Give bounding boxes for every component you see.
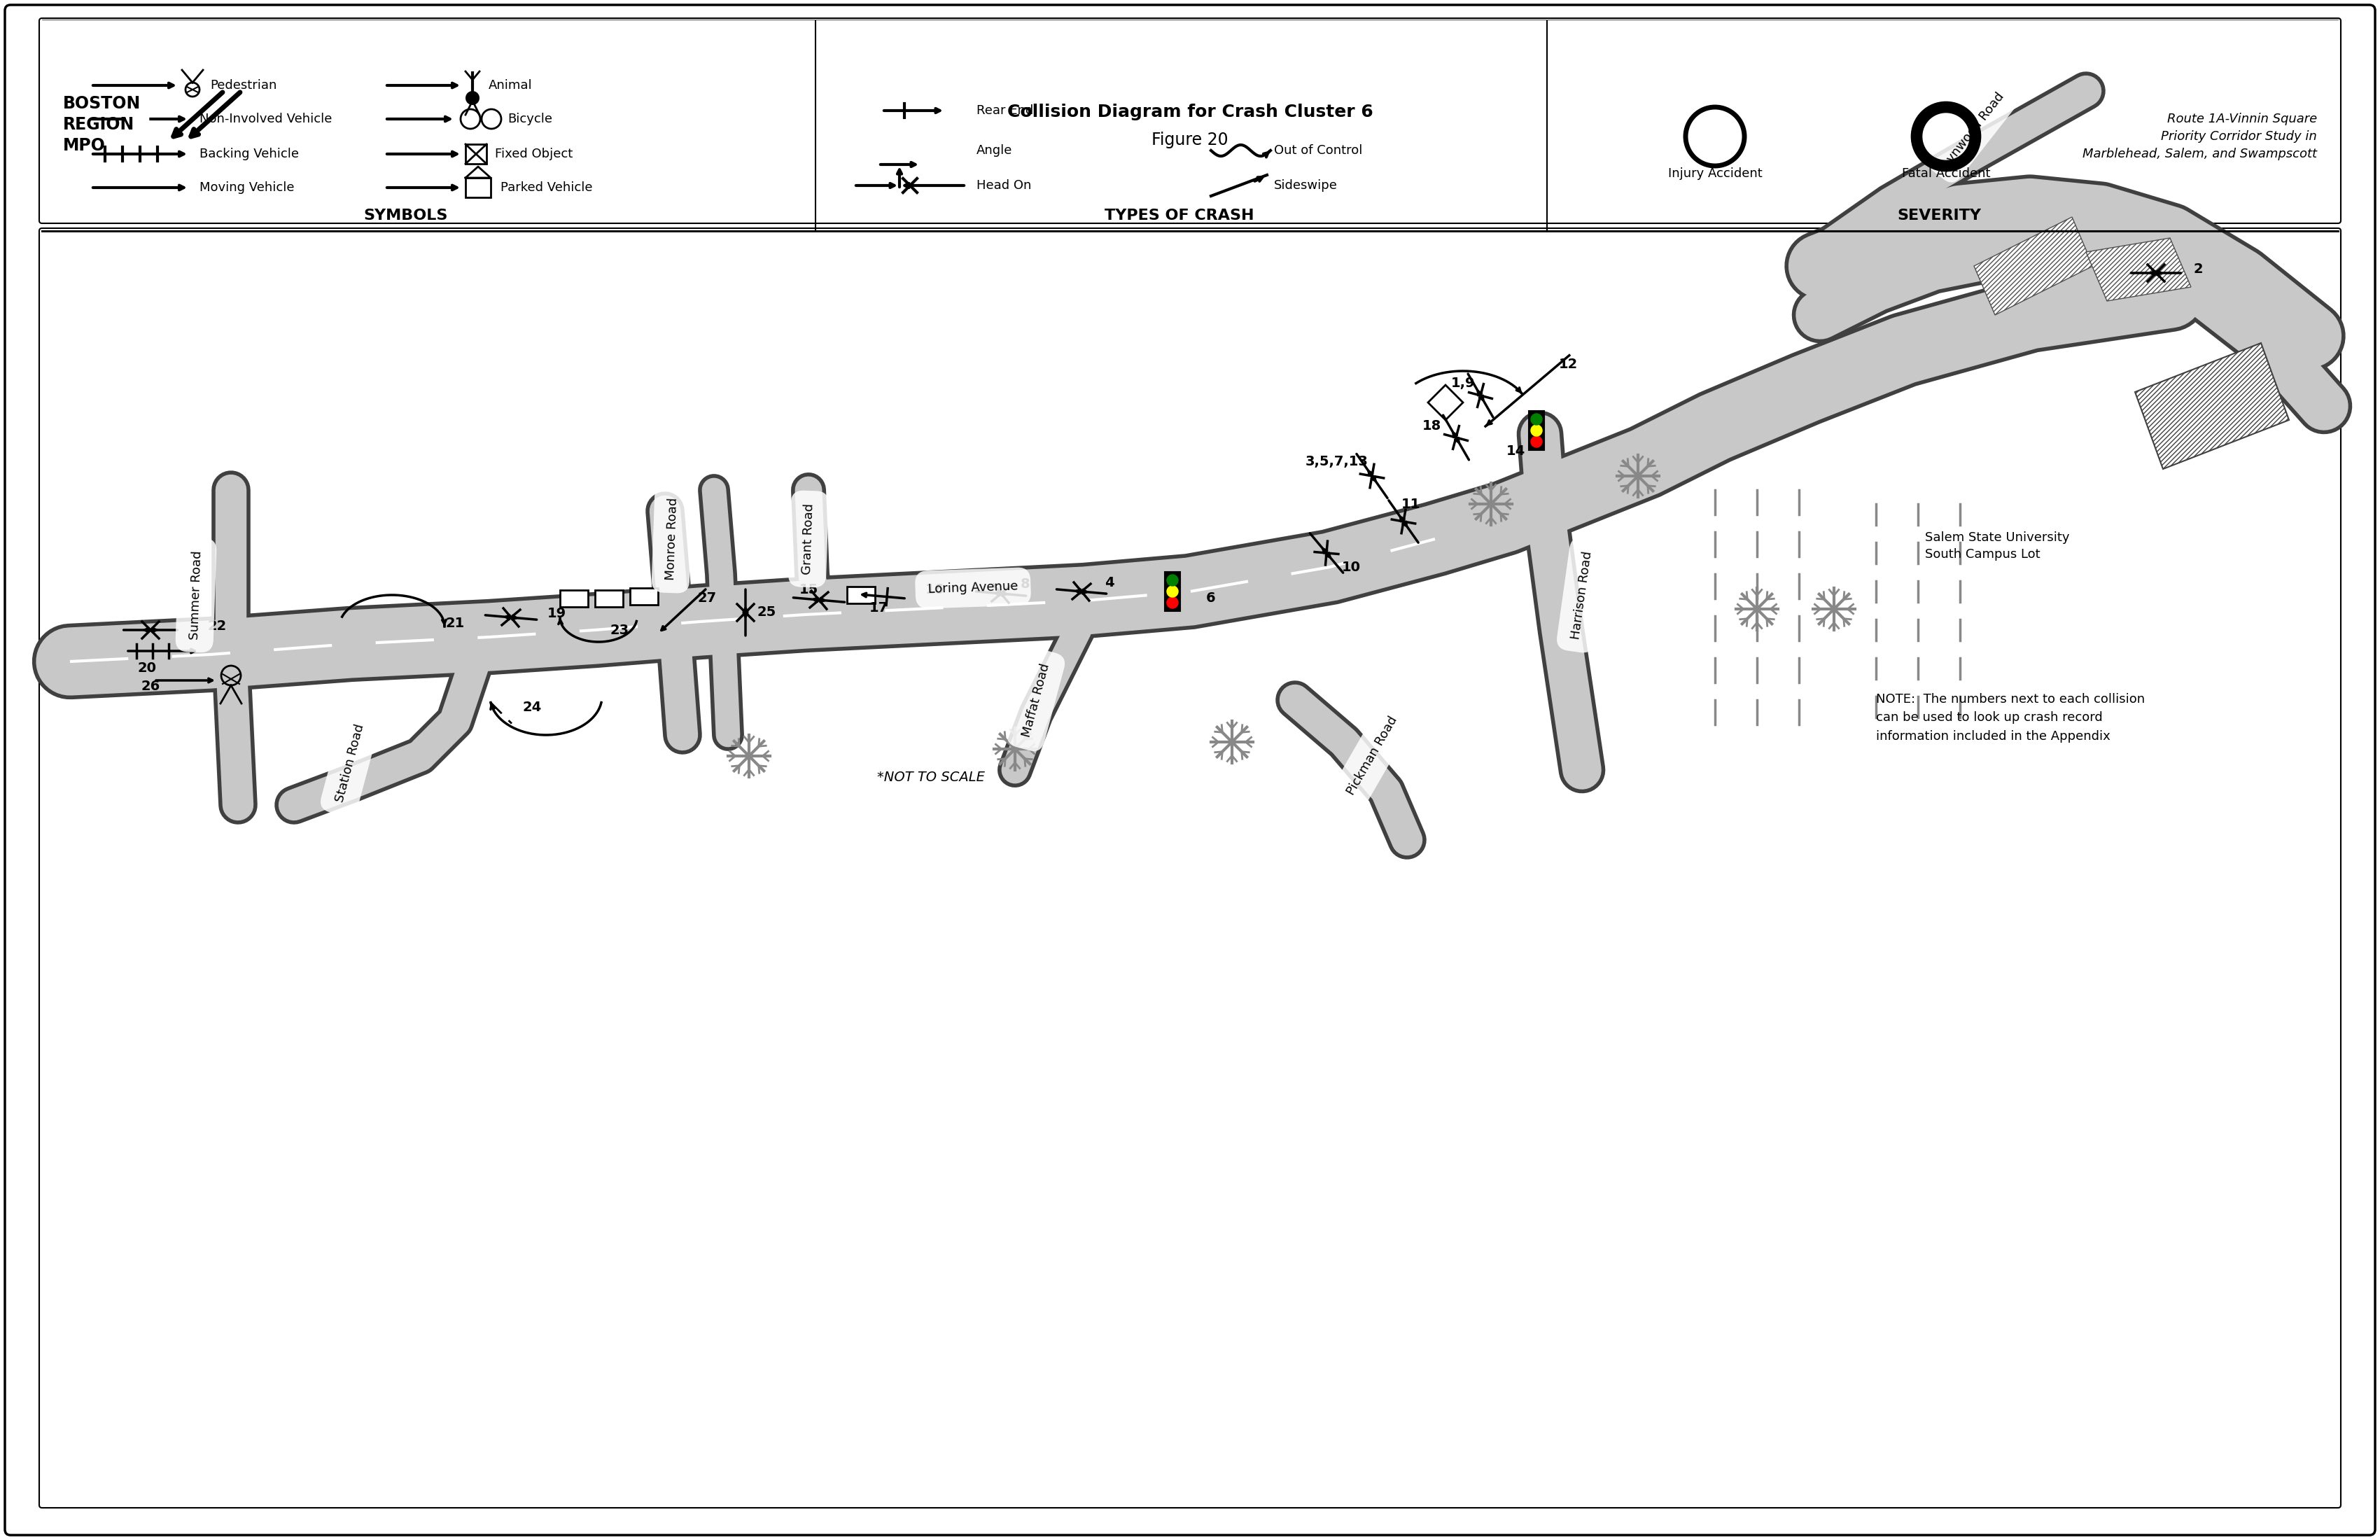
Text: Pedestrian: Pedestrian — [209, 79, 276, 92]
Circle shape — [1530, 425, 1542, 436]
Text: 12: 12 — [1559, 357, 1578, 371]
Polygon shape — [2085, 239, 2192, 300]
Bar — [1164, 571, 1180, 611]
Text: Backing Vehicle: Backing Vehicle — [200, 148, 300, 160]
Text: Collision Diagram for Crash Cluster 6: Collision Diagram for Crash Cluster 6 — [1007, 103, 1373, 120]
Text: Harrison Road: Harrison Road — [1568, 550, 1595, 641]
Bar — [466, 177, 490, 197]
Bar — [559, 590, 588, 607]
Text: Angle: Angle — [976, 145, 1011, 157]
Text: 10: 10 — [1342, 561, 1361, 574]
Polygon shape — [1973, 217, 2092, 316]
Circle shape — [1530, 436, 1542, 447]
Text: Monroe Road: Monroe Road — [664, 497, 681, 581]
Text: Out of Control: Out of Control — [1273, 145, 1361, 157]
Circle shape — [466, 91, 478, 105]
Text: 15: 15 — [800, 584, 819, 596]
Text: 25: 25 — [757, 605, 776, 619]
Circle shape — [1530, 414, 1542, 425]
Text: Moving Vehicle: Moving Vehicle — [200, 182, 295, 194]
Text: Lynwood Road: Lynwood Road — [1942, 89, 2006, 169]
Text: Injury Accident: Injury Accident — [1668, 168, 1761, 180]
Text: Sideswipe: Sideswipe — [1273, 179, 1338, 192]
Text: 24: 24 — [524, 701, 543, 713]
Text: Route 1A-Vinnin Square
Priority Corridor Study in
Marblehead, Salem, and Swampsc: Route 1A-Vinnin Square Priority Corridor… — [2082, 112, 2318, 160]
Polygon shape — [2135, 343, 2290, 470]
Text: Non-Involved Vehicle: Non-Involved Vehicle — [200, 112, 333, 125]
Bar — [847, 587, 876, 604]
Text: Salem State University
South Campus Lot: Salem State University South Campus Lot — [1925, 531, 2071, 561]
Text: Rear End: Rear End — [976, 105, 1033, 117]
Text: 3,5,7,13: 3,5,7,13 — [1307, 456, 1368, 468]
Text: 2: 2 — [2194, 263, 2204, 276]
Text: 11: 11 — [1402, 497, 1421, 511]
Text: *NOT TO SCALE: *NOT TO SCALE — [878, 770, 985, 784]
FancyBboxPatch shape — [5, 5, 2375, 1535]
Circle shape — [1166, 574, 1178, 585]
Text: 26: 26 — [140, 679, 159, 693]
FancyBboxPatch shape — [38, 18, 2342, 223]
Text: Head On: Head On — [976, 179, 1031, 192]
Text: Station Road: Station Road — [333, 722, 367, 804]
Text: Summer Road: Summer Road — [188, 550, 205, 639]
Text: Bicycle: Bicycle — [507, 112, 552, 125]
Text: Animal: Animal — [488, 79, 533, 92]
Text: 16: 16 — [926, 584, 945, 596]
Text: 19: 19 — [547, 607, 566, 621]
Bar — [466, 145, 486, 163]
Bar — [1528, 411, 1545, 450]
Text: SYMBOLS: SYMBOLS — [364, 208, 447, 223]
Text: TYPES OF CRASH: TYPES OF CRASH — [1104, 208, 1254, 223]
Text: Parked Vehicle: Parked Vehicle — [500, 182, 593, 194]
Circle shape — [1166, 598, 1178, 608]
Text: Maffat Road: Maffat Road — [1021, 662, 1052, 738]
Text: Grant Road: Grant Road — [802, 504, 816, 574]
Text: Pickman Road: Pickman Road — [1345, 715, 1399, 798]
Text: 27: 27 — [697, 591, 716, 605]
Circle shape — [1166, 585, 1178, 598]
Text: 17: 17 — [869, 601, 888, 614]
Text: 23: 23 — [609, 624, 628, 636]
Bar — [631, 588, 657, 605]
Text: 8: 8 — [1021, 578, 1031, 591]
Text: 4: 4 — [1104, 576, 1114, 588]
Text: 1,9: 1,9 — [1452, 377, 1476, 390]
Text: Figure 20: Figure 20 — [1152, 131, 1228, 148]
Text: SEVERITY: SEVERITY — [1897, 208, 1980, 223]
Text: 21: 21 — [445, 616, 464, 630]
Text: 18: 18 — [1421, 419, 1440, 433]
Text: BOSTON
REGION
MPO: BOSTON REGION MPO — [62, 95, 140, 154]
Text: 14: 14 — [1507, 445, 1526, 459]
Text: NOTE:  The numbers next to each collision
can be used to look up crash record
in: NOTE: The numbers next to each collision… — [1875, 693, 2144, 742]
Text: Fixed Object: Fixed Object — [495, 148, 574, 160]
Text: 6: 6 — [1207, 591, 1216, 605]
Text: 20: 20 — [138, 662, 157, 675]
Text: Loring Avenue: Loring Avenue — [928, 581, 1019, 596]
Bar — [595, 590, 624, 607]
FancyBboxPatch shape — [38, 228, 2342, 1508]
Text: Fatal Accident: Fatal Accident — [1902, 168, 1990, 180]
Text: 22: 22 — [207, 619, 226, 633]
